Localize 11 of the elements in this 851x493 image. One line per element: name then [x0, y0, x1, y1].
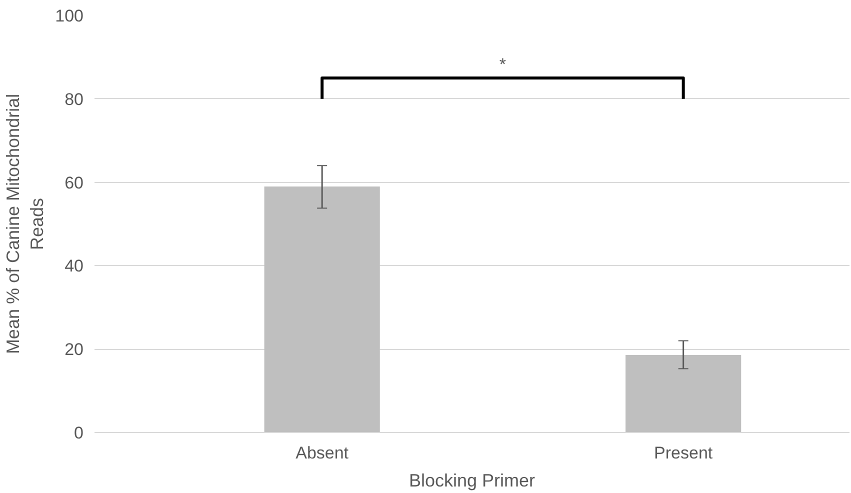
x-tick-label: Present [654, 444, 713, 462]
annotation: * [499, 55, 506, 74]
y-tick-label: 100 [55, 6, 84, 26]
y-tick-label: 40 [64, 256, 84, 276]
y-tick-label: 60 [64, 173, 84, 192]
y-axis-title: Mean % of Canine Mitochondrial Reads [3, 94, 48, 354]
x-tick-label: Absent [296, 444, 349, 462]
x-axis-title: Blocking Primer [408, 470, 536, 490]
y-tick-label: 80 [64, 90, 84, 109]
y-tick-label: 0 [74, 424, 84, 442]
y-tick-label: 20 [64, 340, 84, 360]
